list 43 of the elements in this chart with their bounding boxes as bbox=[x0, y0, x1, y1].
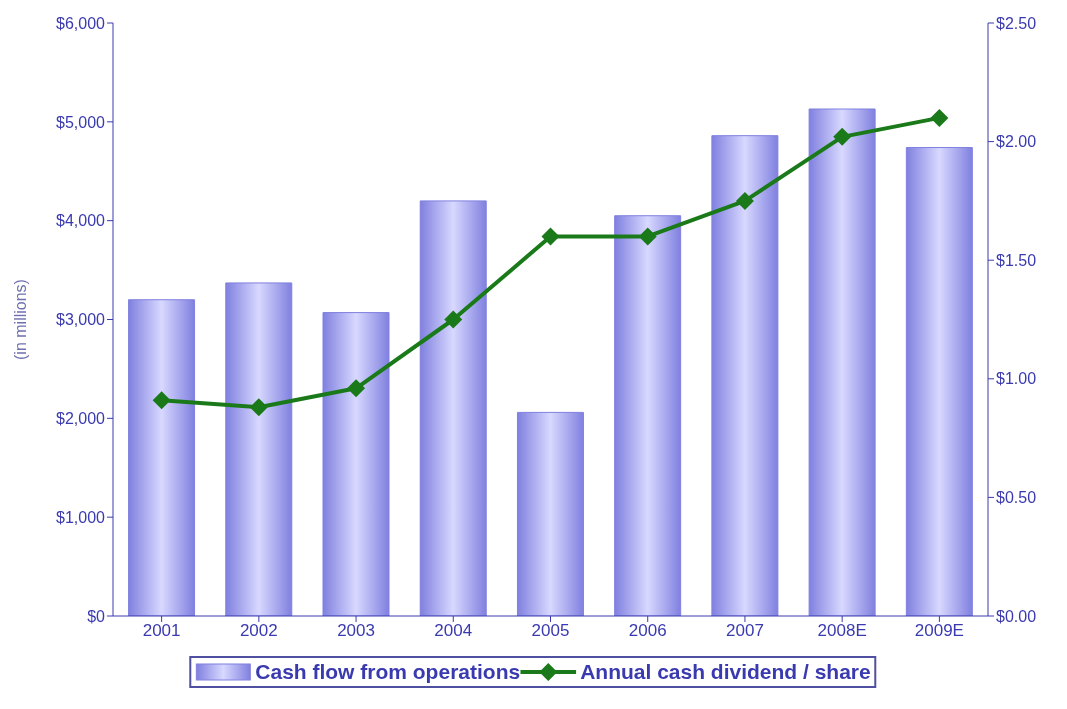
x-tick-label: 2007 bbox=[726, 621, 764, 641]
x-tick-label: 2009E bbox=[914, 621, 964, 641]
bar bbox=[516, 411, 584, 616]
bar bbox=[711, 135, 779, 616]
y-tick-label: $1,000 bbox=[56, 508, 106, 526]
point bbox=[347, 379, 366, 398]
point bbox=[930, 108, 949, 127]
bar bbox=[128, 299, 196, 616]
y2-tick-label: $0.00 bbox=[996, 607, 1037, 625]
y2-tick-label: $2.00 bbox=[996, 133, 1037, 151]
legend-label: Cash flow from operations bbox=[255, 660, 521, 684]
y-tick-label: $4,000 bbox=[56, 212, 106, 230]
x-tick-label: 2002 bbox=[239, 621, 278, 641]
point bbox=[638, 227, 657, 246]
y-tick-label: $5,000 bbox=[56, 113, 106, 131]
y-tick-label: $0 bbox=[87, 607, 106, 625]
bar bbox=[614, 215, 682, 616]
y-tick-label: $3,000 bbox=[56, 311, 106, 329]
point bbox=[152, 391, 171, 410]
x-tick-label: 2006 bbox=[628, 621, 667, 641]
x-tick-label: 2003 bbox=[337, 621, 375, 641]
y2-tick-label: $0.50 bbox=[996, 489, 1037, 507]
y2-tick-label: $1.00 bbox=[996, 370, 1037, 388]
y2-tick-label: $2.50 bbox=[996, 14, 1037, 32]
x-tick-label: 2001 bbox=[142, 621, 181, 641]
bar bbox=[322, 312, 390, 616]
point bbox=[444, 310, 463, 329]
bar bbox=[905, 147, 973, 616]
point bbox=[541, 227, 560, 246]
y-tick-label: $6,000 bbox=[56, 14, 106, 32]
x-tick-label: 2008E bbox=[817, 621, 867, 641]
y-tick-label: $2,000 bbox=[56, 410, 106, 428]
bar bbox=[808, 108, 876, 616]
y-axis-title: (in millions) bbox=[11, 279, 29, 360]
bar bbox=[225, 282, 293, 616]
point bbox=[833, 127, 852, 146]
x-tick-label: 2005 bbox=[531, 621, 570, 641]
y2-tick-label: $1.50 bbox=[996, 251, 1037, 269]
x-tick-label: 2004 bbox=[434, 621, 473, 641]
legend-label: Annual cash dividend / share bbox=[580, 660, 871, 684]
bar bbox=[419, 200, 487, 616]
point bbox=[249, 398, 268, 417]
point bbox=[735, 191, 754, 210]
